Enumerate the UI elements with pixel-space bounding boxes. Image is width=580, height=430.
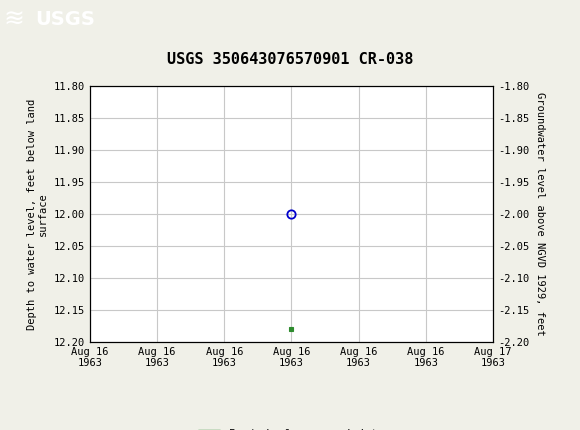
Text: USGS 350643076570901 CR-038: USGS 350643076570901 CR-038 — [167, 52, 413, 67]
Legend: Period of approved data: Period of approved data — [194, 425, 389, 430]
Text: USGS: USGS — [35, 10, 95, 30]
Y-axis label: Depth to water level, feet below land
surface: Depth to water level, feet below land su… — [27, 98, 48, 329]
Y-axis label: Groundwater level above NGVD 1929, feet: Groundwater level above NGVD 1929, feet — [535, 92, 545, 336]
Text: ≋: ≋ — [3, 8, 24, 32]
